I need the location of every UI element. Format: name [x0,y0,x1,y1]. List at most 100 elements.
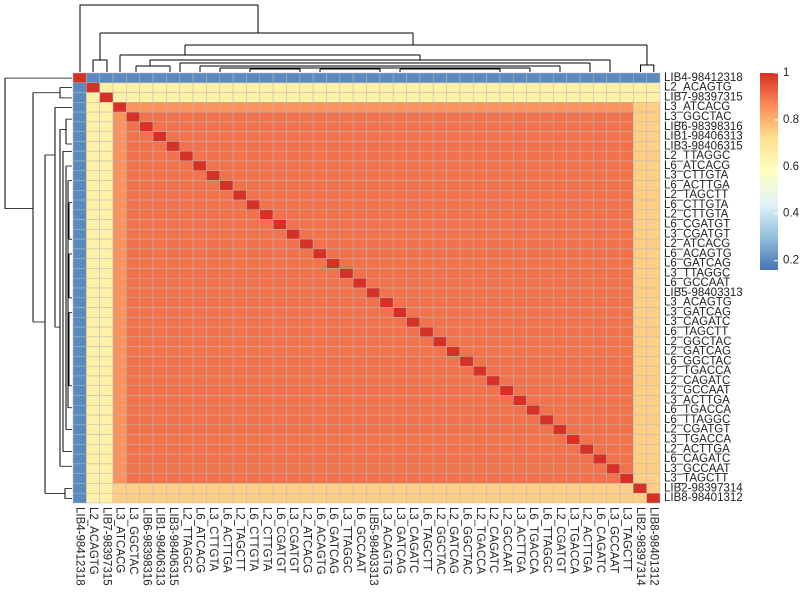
heatmap-cell [379,141,394,152]
colorbar: 0.20.40.60.81 [760,67,800,270]
heatmap-cell [633,365,647,377]
heatmap-cell [352,492,367,504]
heatmap-cell [553,102,567,113]
heatmap-cell [219,209,234,220]
heatmap-cell [459,199,474,211]
heatmap-cell [459,238,474,250]
heatmap-cell [166,414,180,426]
heatmap-cell [553,268,567,279]
heatmap-cell [112,444,127,455]
heatmap-cell [566,336,581,347]
heatmap-cell [619,444,634,455]
heatmap-cell [86,414,100,426]
heatmap-cell [259,317,274,328]
heatmap-cell [352,248,367,259]
heatmap-cell [179,180,194,191]
heatmap-cell [339,248,354,259]
heatmap-cell [432,405,447,416]
heatmap-cell [419,453,434,465]
heatmap-cell [646,102,661,113]
heatmap-cell [406,346,421,357]
heatmap-cell [299,229,314,240]
colorbar-tick-label: 1 [783,67,789,79]
heatmap-cell [126,180,140,191]
heatmap-cell [152,199,167,211]
heatmap-cell [566,395,581,406]
heatmap-cell [406,473,421,484]
heatmap-cell [339,375,354,386]
heatmap-cell [526,463,541,474]
heatmap-cell [619,375,634,386]
heatmap-cell [126,375,140,386]
heatmap-cell [526,307,541,318]
heatmap-cell [366,141,381,152]
heatmap-cell [259,444,274,455]
heatmap-cell [579,297,594,308]
heatmap-cell [646,414,661,426]
heatmap-cell [312,209,327,220]
heatmap-cell [339,492,354,504]
heatmap-cell [126,405,140,416]
heatmap-cell [539,209,554,220]
heatmap-cell [553,229,567,240]
heatmap-cell [166,72,180,84]
heatmap-cell [139,365,154,377]
heatmap-cell [579,307,594,318]
heatmap-cell [99,121,114,132]
heatmap-cell [192,180,207,191]
heatmap-cell [579,375,594,386]
heatmap-cell [593,102,607,113]
heatmap-cell [259,307,274,318]
heatmap-cell [499,209,514,220]
heatmap-cell [499,82,514,93]
heatmap-cell [486,219,501,230]
heatmap-cell [86,102,100,113]
heatmap-cell [539,385,554,396]
heatmap-cell [459,326,474,338]
heatmap-cell [272,209,287,220]
heatmap-cell [646,121,661,132]
heatmap-cell [633,92,647,103]
heatmap-cell [366,483,381,494]
heatmap-cell [406,424,421,435]
heatmap-cell [486,297,501,308]
row-label: LIB5-98403313 [664,287,743,299]
heatmap-cell [139,277,154,289]
heatmap-cell [526,180,541,191]
heatmap-cell [86,492,100,504]
heatmap-cell [499,287,514,299]
heatmap-cell [633,160,647,171]
heatmap-cell [579,346,594,357]
heatmap-cell [419,307,434,318]
heatmap-cell [526,375,541,386]
heatmap-cell [366,131,381,142]
heatmap-cell [619,365,634,377]
heatmap-cell [566,414,581,426]
heatmap-cell [286,453,301,465]
heatmap-cell [339,444,354,455]
heatmap-cell [99,434,114,445]
heatmap-cell [619,307,634,318]
heatmap-cell [459,277,474,289]
heatmap-cell [166,463,180,474]
row-label: L6_TTAGGC [664,414,730,426]
heatmap-cell [99,102,114,113]
heatmap-cell [246,326,261,338]
heatmap-cell [272,92,287,103]
column-label: L6_TAGCTT [421,507,433,571]
heatmap-cell [152,190,167,201]
heatmap-cell [472,346,487,357]
heatmap-cell [539,72,554,84]
heatmap-cell [206,375,220,386]
heatmap-cell [392,170,407,181]
heatmap-cell [339,219,354,230]
heatmap-cell [392,365,407,377]
heatmap-cell [326,336,341,347]
row-label: L6_ACAGTG [664,248,732,260]
heatmap-cell [286,258,301,269]
heatmap-cell [633,199,647,211]
heatmap-cell [366,346,381,357]
heatmap-cell [419,219,434,230]
column-label: L2_ACTTGA [581,507,593,573]
heatmap-cell [219,453,234,465]
